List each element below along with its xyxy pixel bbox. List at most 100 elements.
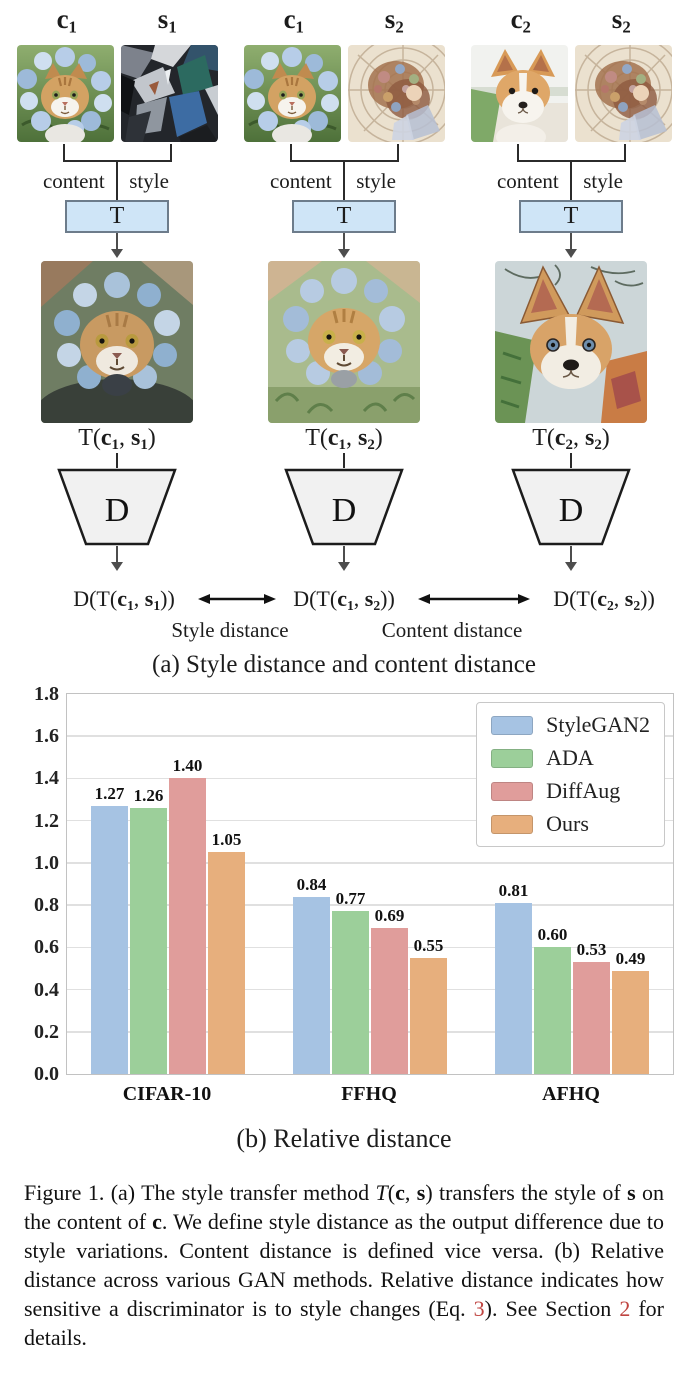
gridline <box>67 988 673 991</box>
down-arrow-icon <box>565 546 577 572</box>
legend-label: Ours <box>546 811 589 836</box>
text-segment: ) <box>374 425 383 451</box>
bar-group-afhq: 0.81 0.60 0.53 0.49 <box>495 881 649 1074</box>
barwrap: 0.69 <box>371 906 408 1074</box>
text-segment: 2 <box>373 597 381 613</box>
text-segment: c <box>337 586 347 611</box>
content-tag: content <box>496 168 559 193</box>
legend-item-ours: Ours <box>491 811 650 837</box>
discriminator-label: D <box>559 492 584 529</box>
bar-ada-ffhq <box>332 911 369 1074</box>
text-segment: s <box>384 4 396 35</box>
bar-value-label: 0.81 <box>498 881 529 900</box>
text-segment: ). See Section <box>484 1296 620 1321</box>
text-segment: , <box>133 586 145 611</box>
style-image-label: s2 <box>344 5 445 42</box>
text-segment: T( <box>78 425 101 451</box>
text-segment: 1 <box>338 437 346 454</box>
panel-a-caption: (a) Style distance and content distance <box>152 651 536 678</box>
result-image-t-c2-s2 <box>495 261 647 423</box>
connector-line <box>115 453 119 468</box>
gridline <box>67 862 673 864</box>
text-segment: s <box>624 586 634 611</box>
text-segment: , <box>353 586 365 611</box>
text-segment: s <box>130 425 141 451</box>
text-segment: ) <box>147 425 156 451</box>
discriminator-label: D <box>105 492 130 529</box>
output-label-3: D(T(c2, s2)) <box>553 586 655 614</box>
bar-value-label: 0.77 <box>335 889 366 909</box>
x-category-label: AFHQ <box>542 1083 600 1105</box>
bar-diffaug-ffhq <box>371 928 408 1074</box>
text-segment: s <box>144 586 154 611</box>
text-segment: for details. <box>24 1296 664 1350</box>
content-photo-cat <box>16 45 114 142</box>
legend-label: DiffAug <box>546 778 621 803</box>
legend-swatch <box>491 781 534 801</box>
content-image-label: c1 <box>244 5 345 42</box>
legend-item-stylegan2: StyleGAN2 <box>491 712 650 738</box>
text-segment: 2 <box>633 597 641 613</box>
connector-line <box>342 453 346 468</box>
text-segment: . We define style distance as the output… <box>24 1209 664 1321</box>
text-segment: ) <box>601 425 610 451</box>
text-segment: 1 <box>295 18 304 37</box>
barwrap: 0.55 <box>410 936 447 1074</box>
connector-line <box>569 453 573 468</box>
down-arrow-icon <box>111 233 123 259</box>
text-segment: T( <box>305 425 328 451</box>
discriminator-trapezoid: D <box>57 468 177 546</box>
text-segment: Figure 1. (a) The style transfer method <box>24 1180 376 1205</box>
style-photo-stained-glass <box>574 45 672 142</box>
text-segment: 1 <box>346 597 354 613</box>
text-segment: c <box>56 4 69 35</box>
bar-stylegan2-afhq <box>495 903 532 1074</box>
reference-link[interactable]: 3 <box>473 1296 485 1321</box>
diagram-columns: c1 s1 content style T <box>0 5 688 572</box>
text-segment: s <box>611 4 623 35</box>
y-tick-label: 1.2 <box>34 809 59 832</box>
bar-ours-cifar-10 <box>208 852 245 1074</box>
text-segment: , <box>613 586 625 611</box>
text-segment: , <box>118 425 131 451</box>
legend-item-diffaug: DiffAug <box>491 778 650 804</box>
legend-swatch <box>491 715 534 735</box>
text-segment: 2 <box>594 437 602 454</box>
text-segment: 2 <box>606 597 614 613</box>
bar-value-label: 0.53 <box>576 940 607 960</box>
legend-swatch <box>491 814 534 834</box>
discriminator-label: D <box>332 492 357 529</box>
chart-category-axis: CIFAR-10 FFHQ AFHQ <box>66 1075 672 1106</box>
style-distance-label: Style distance <box>171 618 289 642</box>
barwrap: 0.60 <box>534 925 571 1074</box>
bar-value-label: 1.05 <box>211 830 242 850</box>
bar-groups: 1.27 1.26 1.40 1.05 0.84 0.77 0.69 0.55 0.81 0.60… <box>67 694 673 1074</box>
result-image-t-c1-s2 <box>268 261 420 423</box>
panel-b-caption: (b) Relative distance <box>236 1124 452 1153</box>
text-segment: s <box>357 425 368 451</box>
text-segment: 2 <box>565 437 573 454</box>
double-arrow-icon <box>418 594 530 604</box>
bar-value-label: 1.40 <box>172 756 203 776</box>
y-tick-label: 0.0 <box>34 1063 59 1085</box>
y-tick-label: 0.6 <box>34 936 59 959</box>
gridline <box>67 1031 673 1033</box>
barwrap: 1.26 <box>130 786 167 1074</box>
distance-labels-row: Style distance Content distance <box>0 618 688 646</box>
bar-value-label: 0.60 <box>537 925 568 945</box>
pair-bracket <box>289 144 399 162</box>
reference-link[interactable]: 2 <box>619 1296 631 1321</box>
y-tick-label: 1.0 <box>34 851 59 874</box>
bar-ada-afhq <box>534 947 571 1074</box>
discriminator-trapezoid: D <box>511 468 631 546</box>
legend-label: ADA <box>546 745 594 770</box>
text-segment: D(T( <box>553 586 598 611</box>
transform-box: T <box>292 200 396 233</box>
text-segment: )) <box>380 586 395 611</box>
text-segment: 1 <box>126 597 134 613</box>
discriminator-outputs-row: D(T(c1, s1)) D(T(c1, s2)) D(T(c2, s2)) <box>0 576 688 618</box>
text-segment: c <box>283 4 296 35</box>
result-label: T(c2, s2) <box>532 423 610 453</box>
double-arrow-icon <box>198 594 276 604</box>
